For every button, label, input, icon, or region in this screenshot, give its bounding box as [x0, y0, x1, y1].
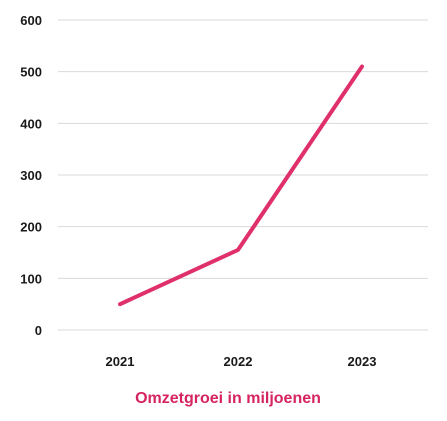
series-line	[118, 64, 364, 307]
y-axis-ticks: 0 100 200 300 400 500 600	[20, 13, 42, 338]
y-tick-label: 400	[20, 116, 42, 131]
y-tick-label: 200	[20, 220, 42, 235]
x-tick-label: 2023	[348, 354, 377, 369]
y-tick-label: 600	[20, 13, 42, 28]
y-tick-label: 300	[20, 168, 42, 183]
series-layer	[118, 64, 364, 307]
y-tick-label: 0	[35, 323, 42, 338]
x-tick-label: 2022	[224, 354, 253, 369]
x-axis-ticks: 2021 2022 2023	[106, 354, 377, 369]
x-tick-label: 2021	[106, 354, 135, 369]
y-tick-label: 100	[20, 271, 42, 286]
chart-title: Omzetgroei in miljoenen	[135, 390, 321, 407]
y-tick-label: 500	[20, 65, 42, 80]
grid-lines	[58, 19, 428, 331]
